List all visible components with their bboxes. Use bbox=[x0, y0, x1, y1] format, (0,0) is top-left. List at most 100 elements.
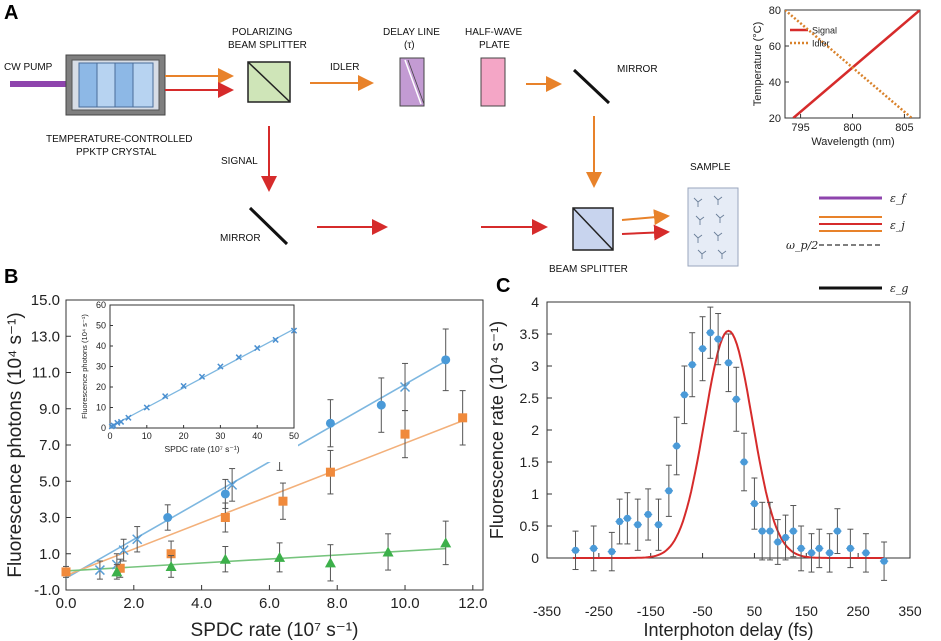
panel-label-a: A bbox=[4, 2, 18, 24]
b-inset-point bbox=[198, 373, 206, 380]
sample-cuvette bbox=[687, 187, 739, 267]
c-ytick-label: 1 bbox=[531, 486, 539, 502]
b-inset-ytick-label: 40 bbox=[96, 341, 106, 351]
c-data-point bbox=[706, 329, 714, 337]
c-data-point bbox=[732, 395, 740, 403]
hwp-label-2: PLATE bbox=[479, 40, 510, 51]
c-ytick-label: 2.5 bbox=[520, 390, 540, 406]
tuning-ytick-label: 20 bbox=[769, 113, 781, 125]
c-data-point bbox=[758, 527, 766, 535]
b-inset-ytick-label: 10 bbox=[96, 403, 106, 413]
level-eg-label: ε_g bbox=[890, 282, 908, 295]
b-inset-xtick-label: 50 bbox=[289, 431, 299, 441]
tuning-ytick-label: 40 bbox=[769, 77, 781, 89]
b-inset-point bbox=[272, 336, 279, 343]
b-inset-ytick-label: 50 bbox=[96, 321, 106, 331]
b-xtick-label: 8.0 bbox=[327, 595, 348, 612]
crystal-label-2: PPKTP CRYSTAL bbox=[76, 147, 157, 158]
tuning-series-idler bbox=[785, 10, 913, 118]
b-ytick-label: 3.0 bbox=[39, 510, 60, 527]
b-inset-ytick-label: 30 bbox=[96, 362, 106, 372]
c-ytick-label: 4 bbox=[531, 294, 539, 310]
b-ytick-label: 7.0 bbox=[39, 437, 60, 454]
b-inset-xtick-label: 40 bbox=[252, 431, 262, 441]
delay-label-2: (τ) bbox=[404, 40, 415, 51]
c-data-point bbox=[571, 546, 580, 554]
b-point-orange-squares bbox=[325, 467, 335, 477]
b-point-blue-crosses bbox=[132, 534, 143, 545]
b-ytick-label: 5.0 bbox=[39, 473, 60, 490]
c-data-point bbox=[774, 538, 782, 546]
b-point-green-triangles bbox=[219, 553, 231, 564]
c-ytick-label: 2 bbox=[531, 422, 539, 438]
b-xtick-label: 6.0 bbox=[259, 595, 280, 612]
c-xtick-label: -350 bbox=[533, 603, 561, 619]
c-data-point bbox=[616, 517, 624, 526]
level-ej-label: ε_j bbox=[890, 219, 905, 232]
c-data-point bbox=[698, 345, 707, 353]
polarizing-beam-splitter bbox=[247, 61, 291, 103]
tuning-ylabel: Temperature (°C) bbox=[752, 22, 764, 106]
b-point-blue-crosses bbox=[399, 381, 411, 393]
c-data-point bbox=[862, 549, 870, 557]
b-inset-point bbox=[143, 404, 150, 411]
tuning-xtick-label: 795 bbox=[791, 122, 809, 134]
b-fit-blue-circles bbox=[66, 360, 447, 579]
sample-label: SAMPLE bbox=[690, 162, 731, 173]
c-data-point bbox=[724, 359, 733, 367]
b-ytick-label: 1.0 bbox=[39, 546, 60, 563]
b-xtick-label: 0.0 bbox=[56, 595, 77, 612]
b-point-orange-squares bbox=[278, 496, 288, 506]
c-xtick-label: -50 bbox=[692, 603, 712, 619]
b-inset-fit bbox=[109, 328, 295, 428]
c-ytick-label: 3 bbox=[531, 358, 539, 374]
b-point-blue-crosses bbox=[94, 565, 105, 576]
energy-level-diagram: ε_f ε_j ω_p/2 ε_g bbox=[786, 192, 908, 295]
b-inset-point bbox=[162, 393, 169, 400]
b-inset-point bbox=[235, 354, 242, 361]
mirror-top-label: MIRROR bbox=[617, 64, 658, 75]
delay-line bbox=[399, 57, 425, 107]
tuning-legend-label: Signal bbox=[812, 26, 837, 36]
c-data-point bbox=[644, 510, 652, 519]
c-data-point bbox=[833, 527, 842, 535]
delay-label-1: DELAY LINE bbox=[383, 27, 440, 38]
b-xtick-label: 10.0 bbox=[390, 595, 419, 612]
b-point-blue-circles bbox=[376, 400, 386, 410]
b-xtick-label: 4.0 bbox=[191, 595, 212, 612]
b-inset-xtick-label: 0 bbox=[107, 431, 112, 441]
c-data-point bbox=[797, 544, 805, 553]
c-data-point bbox=[673, 442, 681, 450]
b-point-green-triangles bbox=[111, 566, 123, 577]
b-fit-orange-squares bbox=[66, 419, 463, 577]
c-ytick-label: 3.5 bbox=[520, 326, 540, 342]
b-inset-point bbox=[217, 363, 224, 370]
panel-label-b: B bbox=[4, 266, 18, 288]
c-data-point bbox=[815, 544, 823, 553]
beam-idler-out bbox=[621, 209, 670, 226]
b-inset-xlabel: SPDC rate (10⁷ s⁻¹) bbox=[164, 444, 239, 454]
tuning-series-signal bbox=[792, 10, 920, 118]
beam-signal-out bbox=[621, 224, 670, 241]
b-point-orange-squares bbox=[220, 513, 230, 522]
b-inset-xtick-label: 30 bbox=[215, 431, 225, 441]
b-inset-point bbox=[290, 327, 298, 334]
b-ytick-label: 13.0 bbox=[31, 328, 60, 345]
b-inset-bg bbox=[76, 302, 298, 462]
b-point-green-triangles bbox=[324, 557, 336, 568]
c-data-point bbox=[826, 549, 834, 557]
b-point-green-triangles bbox=[165, 560, 177, 571]
b-xtick-label: 2.0 bbox=[123, 595, 144, 612]
b-point-orange-squares bbox=[115, 563, 125, 573]
pbs-label-1: POLARIZING bbox=[232, 27, 293, 38]
b-point-orange-squares bbox=[458, 413, 468, 423]
c-xtick-label: 150 bbox=[795, 603, 819, 619]
b-point-blue-circles bbox=[325, 418, 335, 428]
b-ytick-label: 9.0 bbox=[39, 401, 60, 418]
b-ylabel: Fluorescence photons (10⁴ s⁻¹) bbox=[5, 312, 26, 577]
b-point-green-triangles bbox=[440, 537, 452, 548]
beam-splitter-label: BEAM SPLITTER bbox=[549, 264, 628, 275]
b-inset-ytick-label: 20 bbox=[96, 382, 106, 392]
c-xtick-label: 50 bbox=[747, 603, 763, 619]
